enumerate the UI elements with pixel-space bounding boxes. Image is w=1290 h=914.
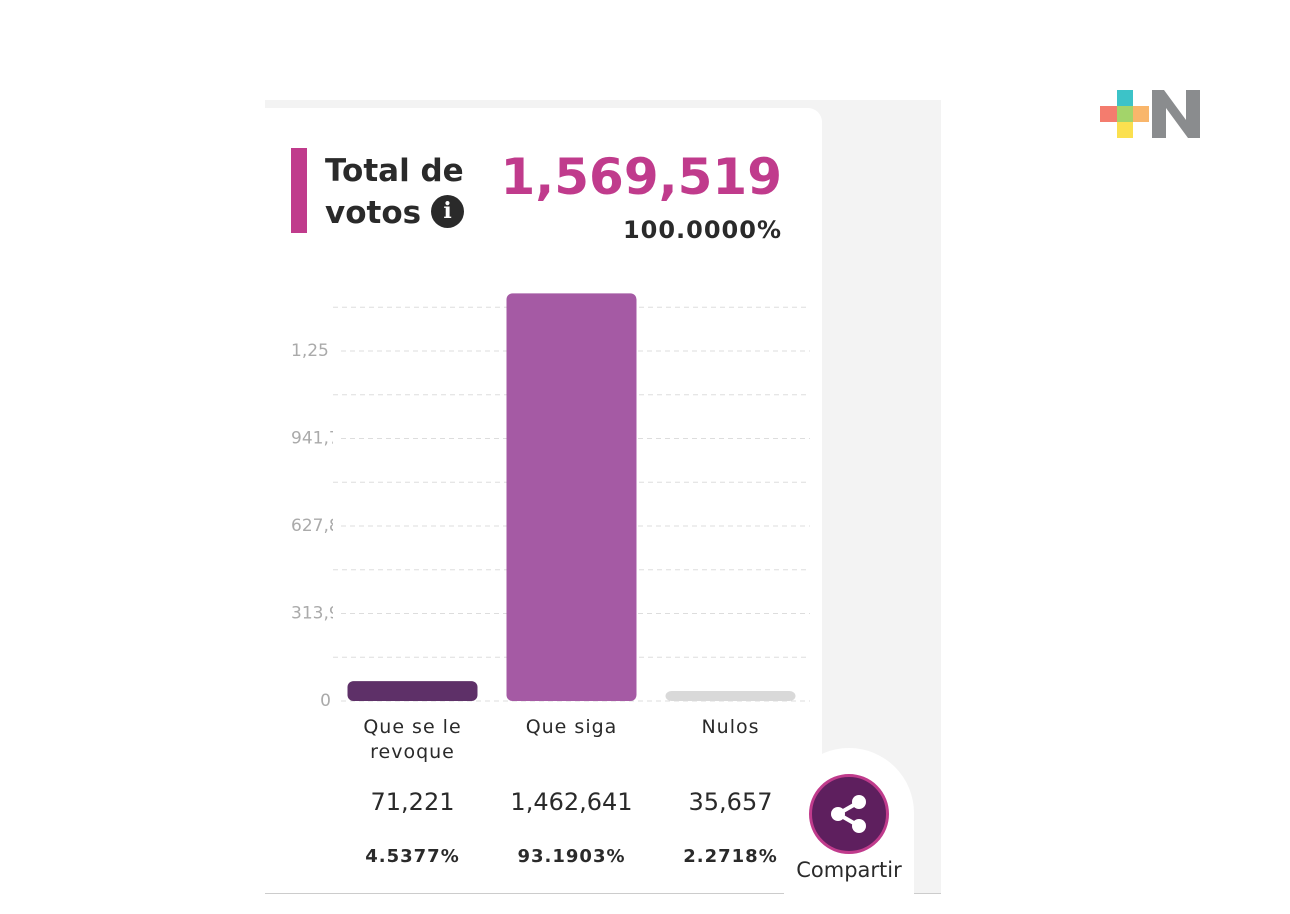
category-label: Que se le revoque — [363, 716, 462, 763]
info-icon[interactable]: i — [431, 195, 464, 228]
percent-label: 4.5377% — [365, 846, 460, 867]
category-label: Que siga — [525, 716, 618, 738]
total-votes: 1,569,519 — [500, 148, 782, 206]
y-tick-label: 1,25 — [291, 341, 329, 361]
percent-label: 93.1903% — [517, 846, 626, 867]
accent-bar — [291, 148, 307, 233]
y-tick-label: 627,8 — [291, 516, 340, 536]
category-label: Nulos — [701, 716, 760, 738]
percent-label: 2.2718% — [683, 846, 778, 867]
share-label[interactable]: Compartir — [796, 858, 902, 882]
bar — [506, 293, 637, 701]
value-label: 71,221 — [370, 788, 455, 816]
value-label: 1,462,641 — [510, 788, 633, 816]
y-tick-label: 941,7 — [291, 429, 340, 449]
share-icon — [831, 795, 866, 833]
title: Total de votos — [325, 153, 464, 231]
value-label: 35,657 — [688, 788, 773, 816]
share-button[interactable] — [809, 774, 889, 854]
y-tick-label: 0 — [320, 691, 331, 711]
total-percent: 100.0000% — [622, 216, 782, 244]
y-tick-label: 313,9 — [291, 604, 340, 624]
bar — [665, 691, 796, 701]
bar — [347, 681, 478, 701]
logo — [1100, 90, 1200, 138]
